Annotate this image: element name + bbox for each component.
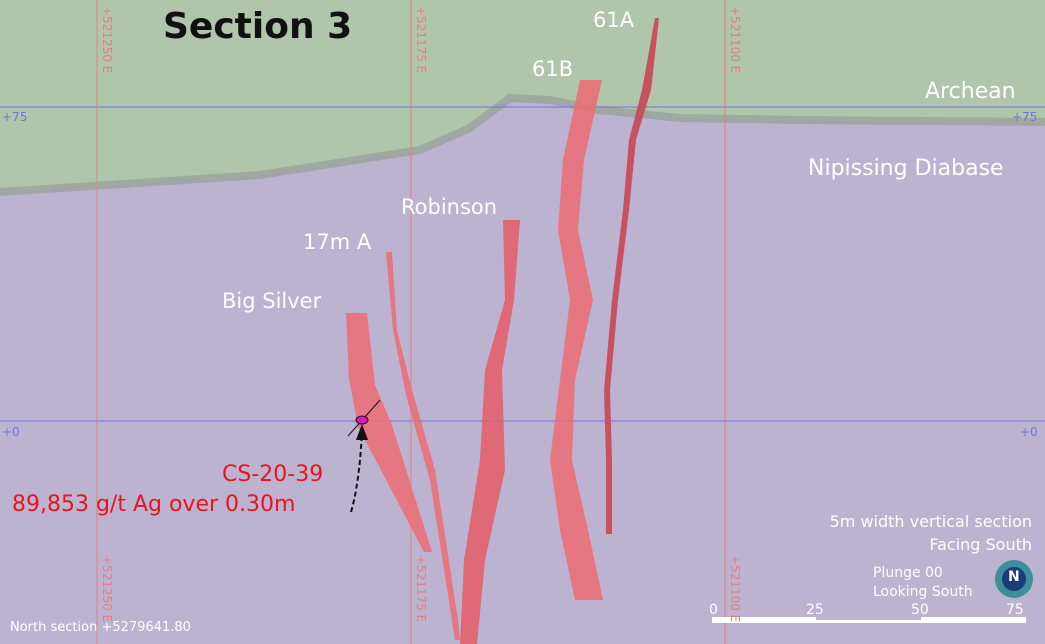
scale-tick-50: 50	[911, 602, 929, 618]
section-title: Section 3	[163, 6, 353, 47]
info-section-width: 5m width vertical section	[829, 512, 1032, 531]
label-archean: Archean	[925, 79, 1016, 104]
callout-hole-id: CS-20-39	[222, 462, 324, 487]
callout-arrow-line	[350, 431, 363, 513]
scale-tick-25: 25	[806, 602, 824, 618]
vein-17m-a	[386, 252, 460, 640]
label-vein-61b: 61B	[532, 57, 574, 81]
grid-label-east-1-bottom: +521250 E	[100, 555, 114, 623]
drill-intercept-marker	[355, 415, 369, 425]
grid-label-east-2-bottom: +521175 E	[414, 555, 428, 623]
grid-label-east-3-bottom: +521100 E	[728, 555, 742, 623]
vein-robinson	[460, 220, 520, 644]
scale-bar-base	[712, 620, 1026, 623]
label-vein-17m-a: 17m A	[303, 230, 372, 254]
grid-label-east-1-top: +521250 E	[100, 6, 114, 74]
grid-label-elev-0-left: +0	[2, 425, 20, 439]
scale-tick-0: 0	[709, 602, 718, 618]
label-vein-big-silver: Big Silver	[222, 289, 322, 313]
scale-bar-seg-1	[712, 617, 816, 620]
grid-label-elev-0-right: +0	[1020, 425, 1038, 439]
north-arrow-inner	[1002, 567, 1026, 591]
scale-tick-75: 75	[1006, 602, 1024, 618]
label-vein-61a: 61A	[593, 8, 635, 32]
vein-61b	[550, 80, 603, 600]
info-facing: Facing South	[929, 535, 1032, 554]
vein-61a	[604, 18, 659, 534]
north-section-label: North section +5279641.80	[10, 620, 191, 635]
info-plunge: Plunge 00	[873, 565, 943, 581]
info-looking: Looking South	[873, 584, 973, 600]
grid-label-east-3-top: +521100 E	[728, 6, 742, 74]
grid-label-elev-75-right: +75	[1012, 110, 1038, 124]
nipissing-diabase-area	[0, 98, 1045, 644]
vein-big-silver	[346, 313, 432, 552]
grid-label-elev-75-left: +75	[2, 110, 28, 124]
north-arrow-letter: N	[1008, 569, 1020, 585]
label-vein-robinson: Robinson	[401, 195, 498, 219]
callout-arrow-head	[356, 424, 368, 440]
callout-assay: 89,853 g/t Ag over 0.30m	[12, 492, 296, 517]
grid-label-east-2-top: +521175 E	[414, 6, 428, 74]
contact-line	[0, 93, 1045, 196]
label-nipissing-diabase: Nipissing Diabase	[808, 156, 1004, 181]
scale-bar-seg-3	[921, 617, 1026, 620]
